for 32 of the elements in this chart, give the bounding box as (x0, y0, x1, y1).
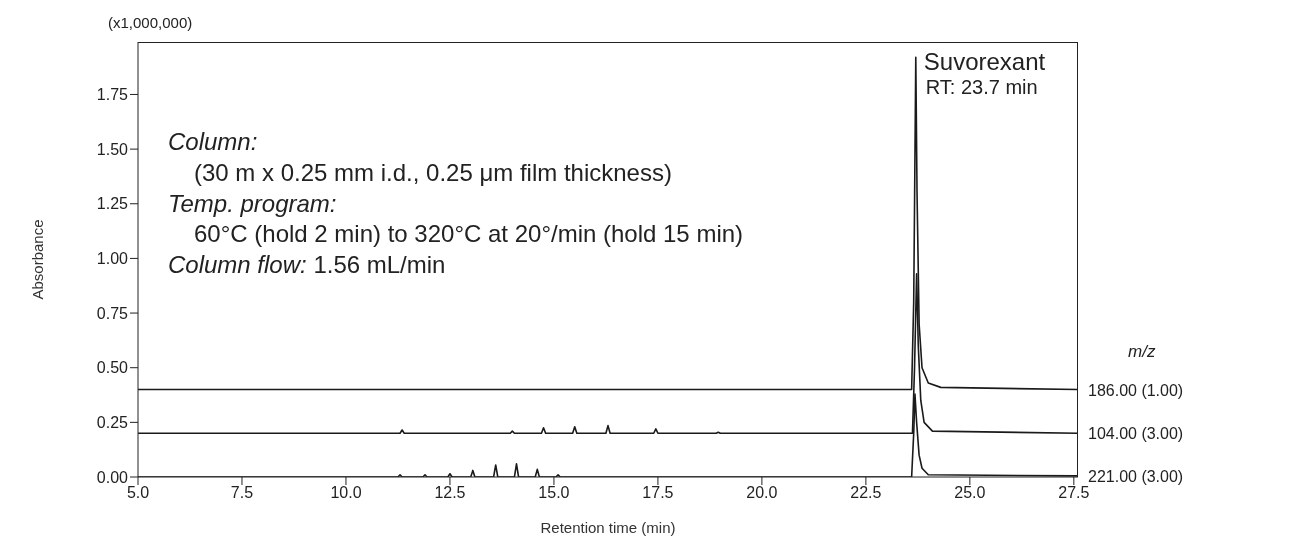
y-tick-label: 0.25 (96, 414, 129, 432)
y-axis-title: Absorbance (29, 219, 47, 300)
x-tick-label: 10.0 (330, 484, 362, 502)
x-tick-label: 12.5 (434, 484, 466, 502)
series-label: 186.00 (1.00) (1088, 381, 1184, 399)
annotation: (30 m x 0.25 mm i.d., 0.25 μm film thickness) (194, 158, 672, 186)
y-tick-label: 0.50 (96, 359, 129, 377)
y-tick-label: 0.00 (96, 468, 129, 486)
legend-title: m/z (1128, 341, 1156, 362)
x-tick-label: 15.0 (538, 484, 570, 502)
annotation: 60°C (hold 2 min) to 320°C at 20°/min (hold 15 min) (194, 220, 744, 248)
series-label: 221.00 (3.00) (1088, 467, 1184, 485)
y-tick-label: 1.25 (96, 195, 129, 213)
x-tick-label: 5.0 (126, 484, 150, 502)
annotation: Column: (168, 128, 258, 156)
x-tick-label: 27.5 (1058, 484, 1090, 502)
x-tick-label: 20.0 (746, 484, 778, 502)
annotation: Column flow: 1.56 mL/min (168, 251, 446, 279)
annotation: Suvorexant (923, 48, 1046, 76)
annotation: Temp. program: (168, 189, 337, 217)
y-tick-label: 1.50 (96, 140, 129, 158)
x-tick-label: 17.5 (642, 484, 674, 502)
series-label: 104.00 (3.00) (1088, 425, 1184, 443)
y-tick-label: 0.75 (96, 304, 129, 322)
y-tick-label: 1.75 (96, 86, 129, 104)
annotation: RT: 23.7 min (924, 75, 1039, 98)
x-axis-title: Retention time (min) (540, 519, 676, 536)
x-tick-label: 7.5 (230, 484, 254, 502)
text: (x1,000,000) (108, 14, 193, 31)
x-tick-label: 22.5 (850, 484, 882, 502)
x-tick-label: 25.0 (954, 484, 986, 502)
y-tick-label: 1.00 (96, 250, 129, 268)
